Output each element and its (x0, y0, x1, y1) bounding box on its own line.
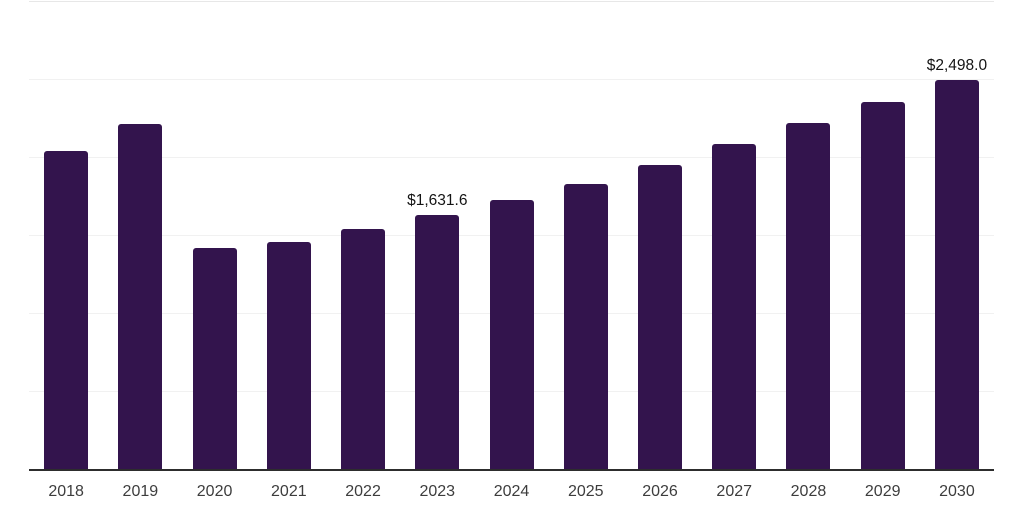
x-axis-line (29, 469, 994, 471)
bar (415, 215, 460, 470)
bar (637, 165, 682, 470)
bar (934, 80, 979, 470)
x-axis-tick-label: 2018 (48, 483, 84, 500)
x-axis-tick-label: 2020 (196, 483, 233, 500)
bar-slot (103, 2, 177, 470)
bar-slot (474, 2, 548, 470)
x-axis-tick-label: 2021 (271, 483, 307, 500)
bar (44, 150, 89, 470)
bar (489, 199, 534, 470)
bar-slot (326, 2, 400, 470)
bar (266, 241, 311, 470)
x-axis-tick-label: 2024 (493, 483, 530, 500)
bar-slot (771, 2, 845, 470)
x-axis-tick-label: 2019 (122, 483, 159, 500)
x-axis-tick-label: 2023 (419, 483, 456, 500)
x-axis-tick-label: 2027 (716, 483, 753, 500)
bar (860, 102, 905, 470)
x-axis-tick-label: 2022 (345, 483, 381, 500)
x-axis-tick-labels: 2018 2019 2020 2021 2022 2023 2024 2025 2026 2027… (29, 484, 994, 500)
x-axis-tick-label: 2029 (864, 483, 901, 500)
bar-value-label: $2,498.0 (926, 56, 988, 74)
x-axis-tick-label: 2025 (567, 483, 604, 500)
bar-slot (697, 2, 771, 470)
x-axis-tick-label: 2030 (939, 483, 975, 500)
bar-slot (252, 2, 326, 470)
bar (118, 124, 163, 470)
bar (563, 184, 608, 470)
gridline (29, 79, 994, 80)
bar-slot (29, 2, 103, 470)
bar-slot: $1,631.6 (400, 2, 474, 470)
bar-value-label: $1,631.6 (407, 191, 468, 209)
gridline (29, 1, 994, 2)
x-axis-tick-label: 2026 (642, 483, 678, 500)
bar (712, 143, 757, 470)
bar-slot (846, 2, 920, 470)
bar-slot (623, 2, 697, 470)
bar (341, 228, 386, 470)
bar-slot (177, 2, 251, 470)
gridline (29, 157, 994, 158)
bar (192, 248, 237, 470)
x-axis-tick-label: 2028 (790, 483, 827, 500)
bar-slot (549, 2, 623, 470)
bars-container: $1,631.6 $2,498.0 (29, 2, 994, 470)
bar (786, 123, 831, 470)
plot-area: $1,631.6 $2,498.0 (29, 1, 994, 471)
bar-slot: $2,498.0 (920, 2, 994, 470)
